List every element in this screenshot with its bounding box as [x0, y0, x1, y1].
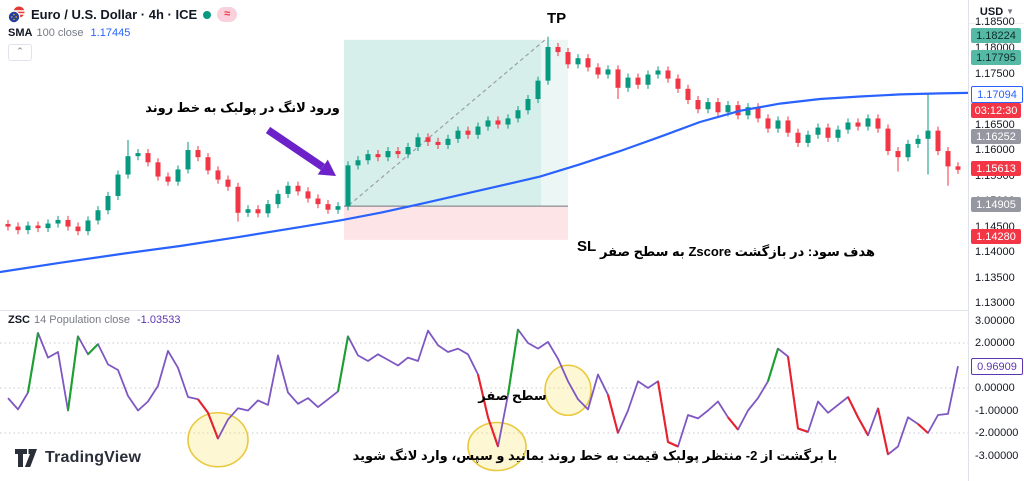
zsc-name: ZSC [8, 314, 30, 326]
zscore-colored-segment [727, 416, 739, 431]
collapse-pane-button[interactable]: ⌃ [8, 44, 32, 61]
zscore-colored-segment [917, 423, 929, 434]
zscore-colored-segment [66, 336, 80, 411]
zscore-colored-segment [506, 329, 520, 395]
long-position-loss-zone [344, 206, 568, 240]
zscore-colored-segment [847, 396, 869, 436]
zscore-colored-segment [786, 356, 809, 433]
zscore-colored-segment [26, 332, 40, 393]
zscore-colored-segment [476, 374, 499, 447]
sma-legend[interactable]: SMA 100 close 1.17445 [8, 27, 130, 39]
zscore-gridlines [0, 342, 968, 434]
price-badge-stop-level: 1.14280 [971, 229, 1021, 244]
currency-selector[interactable]: USD ▼ [969, 0, 1024, 24]
highlight-circle [544, 364, 592, 417]
price-tick: 1.13500 [975, 272, 1015, 284]
symbol-legend[interactable]: Euro / U.S. Dollar · 4h · ICE ≈ [7, 6, 238, 24]
sma-name: SMA [8, 27, 33, 39]
bottom-instruction-annotation[interactable]: با برگشت از 2- منتظر پولبک قیمت به خط رو… [352, 448, 838, 463]
zscore-tick: -2.00000 [975, 427, 1019, 439]
price-tick: 1.17500 [975, 68, 1015, 80]
symbol-flag-icon [7, 6, 25, 24]
market-open-dot-icon [203, 10, 212, 19]
price-tick: 1.14000 [975, 246, 1015, 258]
take-profit-label[interactable]: TP [547, 10, 567, 27]
price-tick: 1.18500 [975, 16, 1015, 28]
zscore-tick: 0.00000 [975, 382, 1015, 394]
chevron-up-icon: ⌃ [16, 46, 24, 56]
chevron-down-icon: ▼ [1006, 7, 1015, 16]
zscore-legend[interactable]: ZSC 14 Population close -1.03533 [8, 314, 180, 326]
price-axis[interactable]: USD ▼ 1.18500 1.18000 1.17500 1.16500 1.1600… [968, 0, 1024, 481]
sma-line [0, 91, 970, 274]
symbol-title[interactable]: Euro / U.S. Dollar · 4h · ICE [31, 7, 198, 22]
price-badge-last-price: 1.15613 [971, 161, 1021, 176]
entry-arrow [265, 126, 336, 176]
price-badge-entry-level: 1.14905 [971, 197, 1021, 212]
zscore-colored-segment [197, 398, 219, 439]
candles-layer [5, 36, 961, 236]
price-tick: 1.16500 [975, 119, 1015, 131]
zscore-colored-segment [766, 348, 780, 382]
price-badge-countdown: 03:12:30 [971, 103, 1021, 118]
zscore-colored-segment [656, 381, 679, 448]
zscore-colored-segment [336, 336, 350, 392]
long-position-tool [344, 39, 568, 240]
entry-annotation[interactable]: ورود لانگ در پولبک به خط روند [145, 100, 340, 115]
zscore-value-badge: 0.96909 [971, 358, 1023, 375]
price-badge-high-level: 1.18224 [971, 28, 1021, 43]
long-position-profit-zone-light [541, 39, 568, 207]
price-badge-level: 1.17795 [971, 50, 1021, 65]
long-position-profit-zone [344, 39, 541, 207]
stop-loss-label[interactable]: SL [577, 238, 597, 255]
zscore-tick: -1.00000 [975, 405, 1019, 417]
zsc-value: -1.03533 [137, 314, 181, 326]
zscore-tick: 3.00000 [975, 315, 1015, 327]
zsc-params: 14 Population close [34, 314, 131, 326]
zscore-tick: 2.00000 [975, 337, 1015, 349]
price-tick: 1.16000 [975, 144, 1015, 156]
brand-name: TradingView [45, 449, 142, 466]
zscore-colored-segment [87, 343, 99, 356]
tradingview-mark-icon [14, 448, 38, 468]
zscore-colored-segment [876, 408, 890, 455]
zscore-colored-segment [606, 394, 620, 434]
sma-value: 1.17445 [90, 27, 131, 39]
currency-label: USD [979, 5, 1004, 18]
sma-params: 100 close [36, 27, 84, 39]
zscore-tick: -3.00000 [975, 450, 1019, 462]
price-badge-level: 1.16252 [971, 129, 1021, 144]
trend-dashed-line [348, 39, 546, 206]
profit-target-annotation[interactable]: هدف سود: در بازگشت Zscore به سطح صفر [600, 244, 876, 259]
tradingview-logo[interactable]: TradingView [14, 448, 141, 468]
highlight-circle [187, 411, 249, 468]
price-badge-sma-value: 1.17094 [971, 86, 1023, 103]
zero-level-annotation[interactable]: سطح صفر [478, 388, 547, 403]
delayed-data-badge[interactable]: ≈ [217, 7, 238, 22]
price-tick: 1.13000 [975, 297, 1015, 309]
